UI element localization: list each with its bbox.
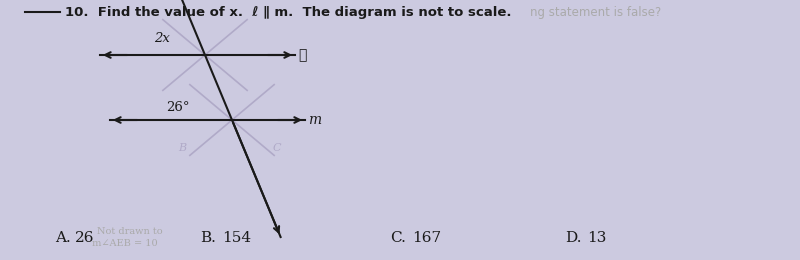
- Text: A.: A.: [55, 231, 70, 245]
- Text: B: B: [178, 143, 186, 153]
- Text: 167: 167: [412, 231, 441, 245]
- Text: m∠AEB = 10: m∠AEB = 10: [92, 239, 158, 249]
- Text: 26°: 26°: [166, 101, 190, 114]
- Text: C.: C.: [390, 231, 406, 245]
- Text: 13: 13: [587, 231, 606, 245]
- Text: B.: B.: [200, 231, 216, 245]
- Text: C: C: [273, 143, 282, 153]
- Text: 2x: 2x: [154, 31, 170, 44]
- Text: ℓ: ℓ: [298, 48, 306, 62]
- Text: 10.  Find the value of x.  ℓ ∥ m.  The diagram is not to scale.: 10. Find the value of x. ℓ ∥ m. The diag…: [65, 5, 511, 18]
- Text: D.: D.: [565, 231, 582, 245]
- Text: Not drawn to: Not drawn to: [97, 228, 163, 237]
- Text: m: m: [308, 113, 321, 127]
- Text: 26: 26: [75, 231, 94, 245]
- Text: 154: 154: [222, 231, 251, 245]
- Text: ng statement is false?: ng statement is false?: [530, 5, 662, 18]
